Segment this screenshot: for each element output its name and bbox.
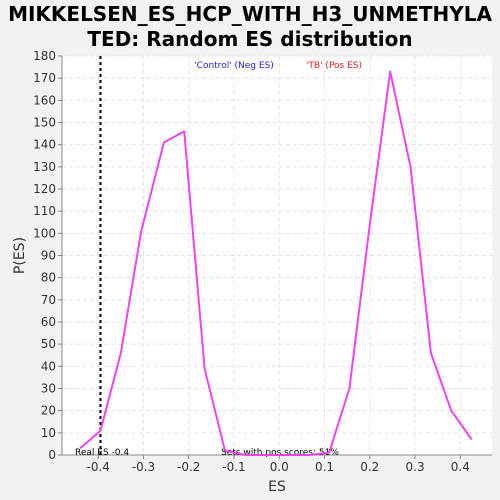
y-tick-label: 170 [33,71,56,85]
y-tick-label: 60 [41,315,56,329]
y-tick-label: 120 [33,182,56,196]
y-tick-label: 90 [41,249,56,263]
y-tick-label: 150 [33,116,56,130]
legend-control: 'Control' (Neg ES) [194,61,274,71]
y-tick-label: 0 [48,448,56,462]
y-tick-label: 20 [41,404,56,418]
x-tick-label: -0.3 [132,460,155,474]
y-tick-label: 10 [41,426,56,440]
chart-title-line-2: TED: Random ES distribution [87,27,413,51]
pos-scores-annotation: Sets with pos scores: 51% [221,448,339,458]
y-tick-label: 70 [41,293,56,307]
y-tick-label: 140 [33,138,56,152]
x-tick-label: 0.2 [360,460,379,474]
y-tick-label: 130 [33,160,56,174]
x-tick-label: -0.2 [177,460,200,474]
x-tick-label: -0.1 [222,460,245,474]
y-tick-label: 110 [33,204,56,218]
y-tick-label: 50 [41,337,56,351]
real-es-label: Real ES -0.4 [75,448,129,458]
y-tick-label: 100 [33,226,56,240]
y-tick-label: 80 [41,271,56,285]
x-tick-label: 0.3 [406,460,425,474]
y-tick-label: 160 [33,93,56,107]
y-tick-label: 40 [41,359,56,373]
y-tick-label: 30 [41,382,56,396]
chart-title: MIKKELSEN_ES_HCP_WITH_H3_UNMETHYLA TED: … [0,2,500,52]
y-axis-label: P(ES) [12,237,28,274]
es-distribution-line [79,70,473,456]
x-tick-label: 0.0 [270,460,289,474]
y-tick-label: 180 [33,49,56,63]
x-axis-label: ES [268,479,286,495]
chart-title-line-1: MIKKELSEN_ES_HCP_WITH_H3_UNMETHYLA [8,2,492,26]
legend-tb: 'TB' (Pos ES) [306,61,362,71]
x-tick-label: 0.4 [451,460,470,474]
x-tick-label: 0.1 [315,460,334,474]
x-tick-label: -0.4 [86,460,109,474]
